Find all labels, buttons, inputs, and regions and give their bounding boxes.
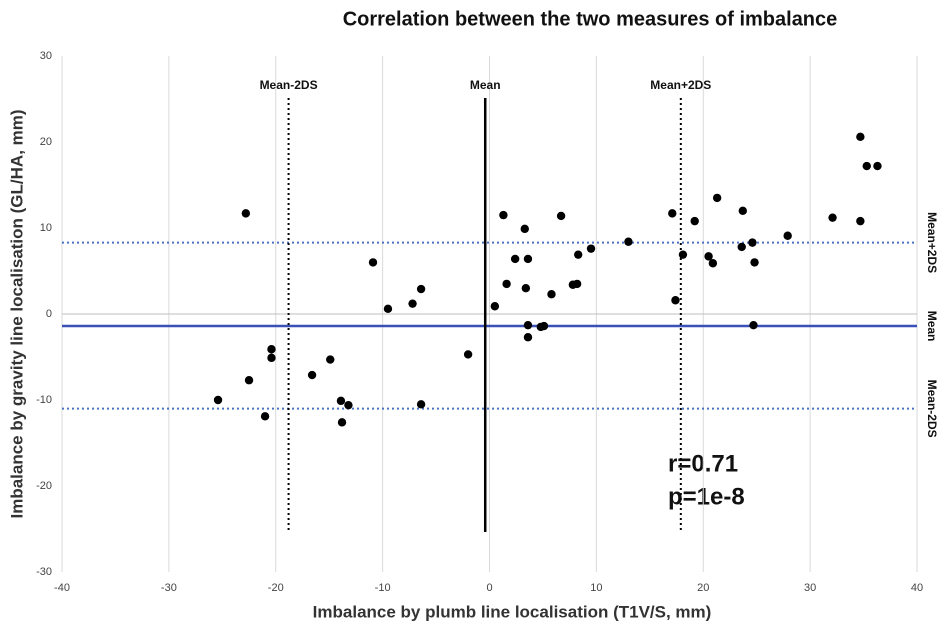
- data-point: [490, 302, 500, 311]
- x-tick-label: -30: [161, 582, 177, 594]
- data-point: [463, 350, 473, 359]
- y-tick-label: -20: [36, 480, 52, 492]
- data-point: [671, 296, 680, 305]
- data-point: [856, 216, 865, 226]
- data-point: [267, 353, 276, 363]
- y-tick-label: 0: [46, 308, 52, 320]
- reference-label: Mean-2DS: [260, 78, 318, 92]
- data-point: [267, 345, 276, 354]
- data-point: [547, 290, 556, 299]
- x-tick-label: -40: [54, 582, 70, 594]
- data-point: [572, 279, 582, 289]
- x-tick-label: -10: [375, 582, 391, 594]
- data-point: [499, 210, 508, 220]
- y-tick-label: -30: [36, 566, 52, 578]
- data-point: [213, 395, 223, 405]
- data-point: [678, 250, 688, 259]
- data-point: [738, 206, 747, 215]
- data-point: [748, 238, 757, 247]
- data-point: [510, 254, 520, 264]
- x-tick-label: 0: [486, 582, 492, 594]
- data-point: [383, 304, 393, 314]
- x-axis-label: Imbalance by plumb line localisation (T1…: [313, 602, 712, 621]
- data-point: [520, 224, 529, 234]
- x-tick-label: 10: [590, 582, 602, 594]
- data-point: [690, 216, 699, 226]
- data-point: [712, 193, 722, 203]
- data-point: [523, 333, 533, 342]
- data-point: [737, 242, 746, 252]
- data-point: [862, 161, 871, 171]
- reference-label: Mean+2DS: [650, 78, 711, 92]
- data-point: [368, 258, 378, 267]
- x-tick-label: 20: [697, 582, 709, 594]
- data-point: [408, 299, 417, 308]
- y-tick-label: 20: [40, 136, 52, 148]
- y-axis-label: Imbalance by gravity line localisation (…: [7, 109, 26, 518]
- data-point: [828, 213, 837, 222]
- y-tick-label: 30: [40, 50, 52, 62]
- data-point: [523, 320, 533, 330]
- data-point: [856, 132, 865, 142]
- reference-label: Mean: [925, 311, 939, 342]
- reference-label: Mean+2DS: [925, 212, 939, 273]
- data-point: [749, 320, 758, 330]
- data-point: [416, 284, 426, 294]
- data-point: [260, 412, 270, 421]
- data-point: [556, 211, 566, 221]
- chart-title: Correlation between the two measures of …: [343, 8, 838, 30]
- annotation: p=1e-8: [668, 483, 745, 510]
- data-point: [326, 355, 335, 364]
- data-point: [624, 237, 633, 246]
- data-point: [783, 231, 792, 240]
- data-point: [586, 244, 596, 253]
- y-tick-label: -10: [36, 394, 52, 406]
- data-point: [873, 161, 882, 171]
- x-tick-label: 40: [911, 582, 923, 594]
- data-point: [539, 321, 549, 331]
- data-point: [502, 279, 511, 289]
- reference-label: Mean: [470, 78, 501, 92]
- data-point: [708, 259, 718, 268]
- y-tick-label: 10: [40, 222, 52, 234]
- data-point: [704, 252, 713, 261]
- data-point: [523, 254, 533, 264]
- data-point: [344, 400, 353, 410]
- data-point: [668, 209, 677, 218]
- reference-label: Mean-2DS: [925, 380, 939, 438]
- x-tick-label: 30: [804, 582, 816, 594]
- data-point: [416, 400, 426, 409]
- x-tick-label: -20: [268, 582, 284, 594]
- data-point: [244, 376, 254, 385]
- data-point: [337, 418, 347, 427]
- data-point: [750, 258, 759, 267]
- data-point: [574, 250, 583, 259]
- data-point: [336, 396, 346, 406]
- data-point: [521, 284, 531, 293]
- data-point: [307, 370, 317, 380]
- data-point: [241, 209, 251, 218]
